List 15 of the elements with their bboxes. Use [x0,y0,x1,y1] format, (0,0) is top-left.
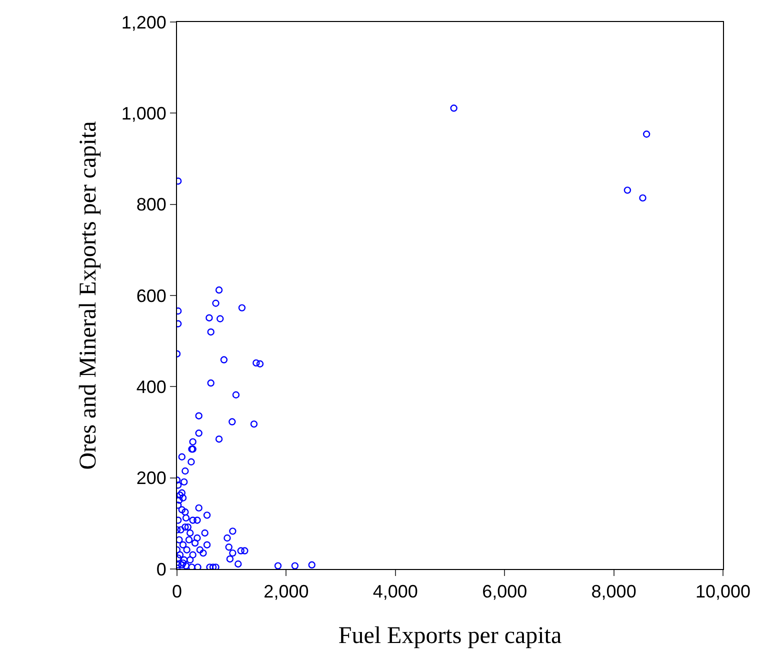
x-tick-label: 8,000 [591,582,636,602]
y-tick-label: 600 [136,286,166,306]
x-tick-label: 10,000 [695,582,751,602]
x-tick-label: 4,000 [372,582,418,602]
y-tick-label: 800 [136,194,166,215]
x-tick-label: 6,000 [482,582,528,602]
y-tick-label: 0 [156,559,166,580]
x-axis-title: Fuel Exports per capita [338,622,562,649]
y-tick-label: 200 [136,468,166,488]
y-tick-label: 1,000 [121,103,166,124]
y-tick-label: 400 [136,376,166,397]
y-tick-label: 1,200 [121,12,166,32]
y-axis-title: Ores and Mineral Exports per capita [75,120,102,470]
x-tick-label: 2,000 [264,582,309,602]
x-tick-label: 0 [172,582,182,602]
